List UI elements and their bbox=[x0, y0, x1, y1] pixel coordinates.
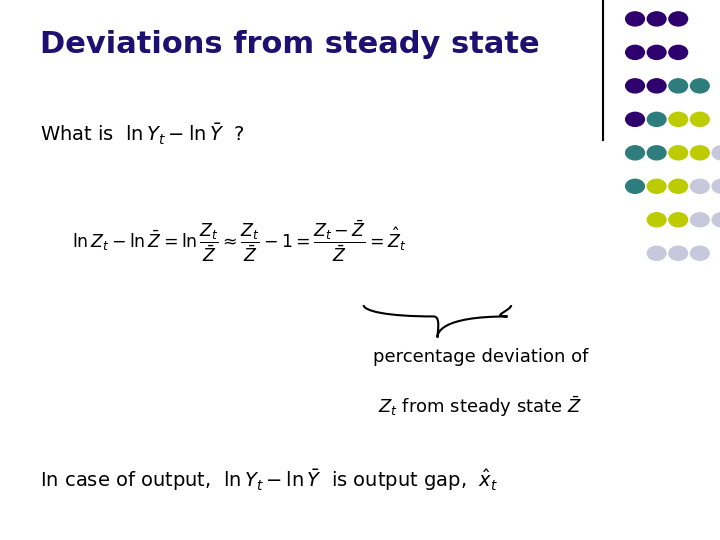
Text: In case of output,  $\ln Y_t - \ln \bar{Y}$  is output gap,  $\hat{x}_t$: In case of output, $\ln Y_t - \ln \bar{Y… bbox=[40, 467, 498, 493]
Circle shape bbox=[690, 213, 709, 227]
Circle shape bbox=[690, 112, 709, 126]
Circle shape bbox=[690, 179, 709, 193]
Text: What is  $\ln Y_t - \ln \bar{Y}$  ?: What is $\ln Y_t - \ln \bar{Y}$ ? bbox=[40, 122, 244, 147]
Circle shape bbox=[626, 146, 644, 160]
Circle shape bbox=[712, 179, 720, 193]
Circle shape bbox=[647, 146, 666, 160]
Circle shape bbox=[669, 146, 688, 160]
Text: percentage deviation of: percentage deviation of bbox=[373, 348, 588, 366]
Circle shape bbox=[669, 213, 688, 227]
Circle shape bbox=[669, 179, 688, 193]
Circle shape bbox=[647, 45, 666, 59]
Text: Deviations from steady state: Deviations from steady state bbox=[40, 30, 539, 59]
Circle shape bbox=[626, 45, 644, 59]
Circle shape bbox=[669, 79, 688, 93]
Text: $\ln Z_t - \ln \bar{Z} = \ln \dfrac{Z_t}{\bar{Z}} \approx \dfrac{Z_t}{\bar{Z}} -: $\ln Z_t - \ln \bar{Z} = \ln \dfrac{Z_t}… bbox=[72, 219, 407, 264]
Circle shape bbox=[669, 112, 688, 126]
Circle shape bbox=[690, 146, 709, 160]
Circle shape bbox=[712, 213, 720, 227]
Circle shape bbox=[647, 79, 666, 93]
Circle shape bbox=[626, 79, 644, 93]
Circle shape bbox=[669, 246, 688, 260]
Text: $Z_t$ from steady state $\bar{Z}$: $Z_t$ from steady state $\bar{Z}$ bbox=[379, 394, 582, 419]
Circle shape bbox=[647, 246, 666, 260]
Circle shape bbox=[647, 12, 666, 26]
Circle shape bbox=[690, 79, 709, 93]
Circle shape bbox=[626, 12, 644, 26]
Circle shape bbox=[647, 213, 666, 227]
Circle shape bbox=[690, 246, 709, 260]
Circle shape bbox=[647, 112, 666, 126]
Circle shape bbox=[626, 179, 644, 193]
Circle shape bbox=[669, 12, 688, 26]
Circle shape bbox=[647, 179, 666, 193]
Circle shape bbox=[626, 112, 644, 126]
Circle shape bbox=[669, 45, 688, 59]
Circle shape bbox=[712, 146, 720, 160]
